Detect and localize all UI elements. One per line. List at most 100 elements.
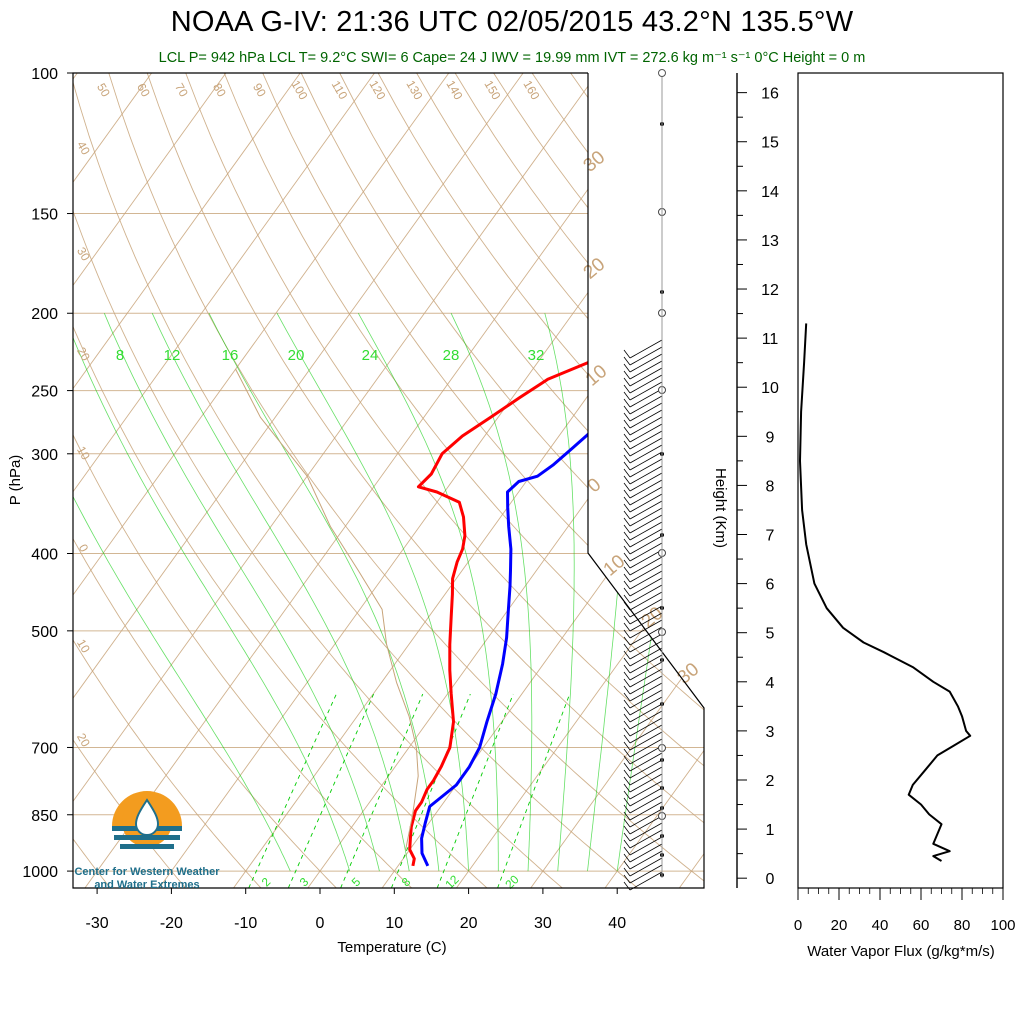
theta-left-label: 10 [74,637,93,656]
p-tick-label: 500 [31,624,58,641]
wind-barb-flag [623,370,631,380]
series-dew-point [420,333,704,867]
logo-drop [134,798,160,836]
dry-adiabat [185,73,704,888]
wind-barb [629,787,663,807]
skew-frame [72,69,705,889]
mixing-ratio-label: 8 [116,347,124,364]
wind-barb-flag [623,643,631,653]
isotherm-line [73,73,598,888]
mixing-ratio-label: 20 [288,347,305,364]
p-tick-label: 850 [31,808,58,825]
wind-barb [629,752,663,772]
wind-barb-flag [623,412,631,422]
p-tick-label: 150 [31,207,58,224]
dry-adiabat [73,73,563,888]
wind-barb [629,402,663,422]
wind-barb [629,745,663,765]
wind-barb-flag [623,559,631,569]
wind-barb-flag [623,594,631,604]
wind-barb-flag [623,825,631,835]
wind-barb [629,472,663,492]
moist-adiabat [208,313,440,872]
wind-barb-flag [623,720,631,730]
wind-barb [629,451,663,471]
wind-barb-flag [623,433,631,443]
moist-adiabat [587,313,629,872]
isotherm-label: 30 [580,147,610,177]
wind-barb [629,465,663,485]
chart-title: NOAA G-IV: 21:36 UTC 02/05/2015 43.2°N 1… [170,6,854,38]
wind-barb-flag [623,552,631,562]
moist-adiabat [73,313,351,872]
wind-barb [629,514,663,534]
p-tick-label: 200 [31,306,58,323]
p-tick-label: 300 [31,447,58,464]
wind-barb-flag [623,482,631,492]
wind-barb [629,689,663,709]
wind-barbs [623,122,666,891]
wind-barb [629,444,663,464]
moist-adiabat [544,313,575,872]
wind-barb-flag [623,349,631,359]
wind-barb-flag [623,860,631,870]
wind-barb-flag [623,356,631,366]
wind-barb [629,668,663,688]
wind-barb-flag [623,811,631,821]
wind-barb [629,374,663,394]
wind-barb-flag [623,622,631,632]
wind-marker [658,69,666,77]
wind-barb [629,612,663,632]
wind-barb-flag [623,503,631,513]
dry-adiabat [73,73,262,888]
isotherm-line [0,73,3,888]
mixing-ratio-bottom-label: 3 [297,874,312,889]
moist-adiabat [616,313,693,872]
wind-barb [629,626,663,646]
y-axis-label: P (hPa) [7,455,24,506]
isotherm-line [158,73,704,888]
wind-barb-flag [623,874,631,884]
chart-subtitle: LCL P= 942 hPa LCL T= 9.2°C SWI= 6 Cape=… [158,50,866,66]
wind-barb [629,409,663,429]
wind-barb-flag [623,818,631,828]
wind-barb [629,738,663,758]
isotherm-line [84,73,673,888]
isotherm-line [73,73,227,888]
dry-adiabat [73,73,186,888]
wind-barb [629,703,663,723]
x-tick-label: 40 [608,915,626,932]
wind-barb-flag [623,762,631,772]
wind-barb [629,829,663,849]
wind-barb [629,367,663,387]
wind-barb-flag [623,538,631,548]
wind-barb [629,563,663,583]
wind-barb [629,661,663,681]
isotherm-line [754,73,1024,888]
dry-adiabat [339,73,704,888]
wind-barb-flag [623,832,631,842]
wind-barb-flag [623,454,631,464]
wind-barb-flag [623,447,631,457]
wind-barb-flag [623,755,631,765]
dry-adiabat [262,73,704,888]
wind-barb [629,724,663,744]
p-tick-label: 400 [31,546,58,563]
wind-barb [629,654,663,674]
x-axis-label: Temperature (C) [337,939,446,956]
theta-left-label: 20 [74,731,93,750]
wind-barb [629,731,663,751]
mixing-ratio-bottom-label: 12 [442,872,462,892]
mixing-ratio-label: 24 [362,347,379,364]
wind-barb-flag [623,405,631,415]
wind-barb-flag [623,573,631,583]
p-tick-label: 1000 [22,864,58,881]
wind-barb [629,766,663,786]
wind-barb [629,339,663,359]
wind-barb [629,843,663,863]
moist-adiabat [276,313,469,872]
moist-adiabat [357,313,499,872]
isotherm-line [604,73,704,888]
wind-barb [629,395,663,415]
isotherm-line [73,73,301,888]
